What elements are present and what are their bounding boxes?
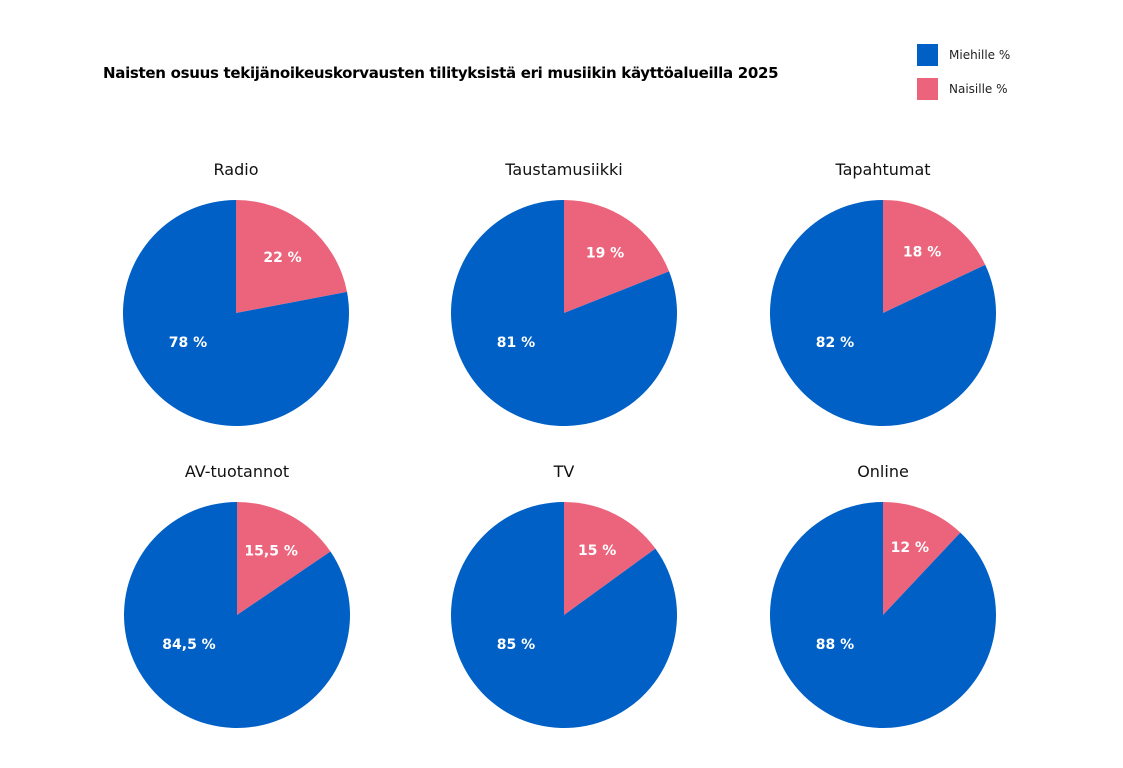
men-data-label: 81 %	[497, 335, 535, 351]
pie-category-label: Tapahtumat	[834, 160, 930, 179]
men-data-label: 88 %	[816, 637, 854, 653]
pie-slice-men	[123, 200, 350, 426]
men-data-label: 85 %	[497, 637, 535, 653]
legend-item-men: Miehille %	[917, 44, 1010, 66]
men-data-label: 82 %	[816, 335, 854, 351]
legend-swatch-men	[917, 44, 938, 66]
pie-slice-women	[883, 200, 986, 313]
pie-slice-women	[883, 502, 961, 615]
legend-label-women: Naisille %	[949, 82, 1008, 96]
pie-category-label: Radio	[214, 160, 259, 179]
pie-slice-men	[451, 200, 677, 427]
pie-slice-men	[770, 200, 997, 426]
pie-slice-women	[564, 200, 670, 313]
pie-slice-men	[451, 502, 677, 728]
pie-slice-men	[124, 502, 350, 728]
pie-slice-women	[237, 502, 331, 615]
women-data-label: 15 %	[578, 543, 616, 559]
women-data-label: 12 %	[891, 540, 929, 556]
women-data-label: 15,5 %	[244, 543, 297, 559]
pie-category-label: Taustamusiikki	[504, 160, 622, 179]
women-data-label: 22 %	[263, 250, 301, 266]
men-data-label: 84,5 %	[162, 637, 215, 653]
women-data-label: 19 %	[586, 246, 624, 262]
legend-item-women: Naisille %	[917, 78, 1010, 100]
men-data-label: 78 %	[169, 335, 207, 351]
legend: Miehille % Naisille %	[917, 44, 1010, 112]
pie-category-label: Online	[857, 462, 909, 481]
pie-category-label: TV	[553, 462, 575, 481]
pie-slice-women	[564, 502, 656, 615]
pie-category-label: AV-tuotannot	[185, 462, 289, 481]
legend-swatch-women	[917, 78, 938, 100]
pie-slice-women	[236, 200, 347, 313]
legend-label-men: Miehille %	[949, 48, 1011, 62]
pie-slice-men	[770, 501, 997, 728]
women-data-label: 18 %	[903, 244, 941, 260]
chart-title: Naisten osuus tekijänoikeuskorvausten ti…	[103, 64, 779, 82]
